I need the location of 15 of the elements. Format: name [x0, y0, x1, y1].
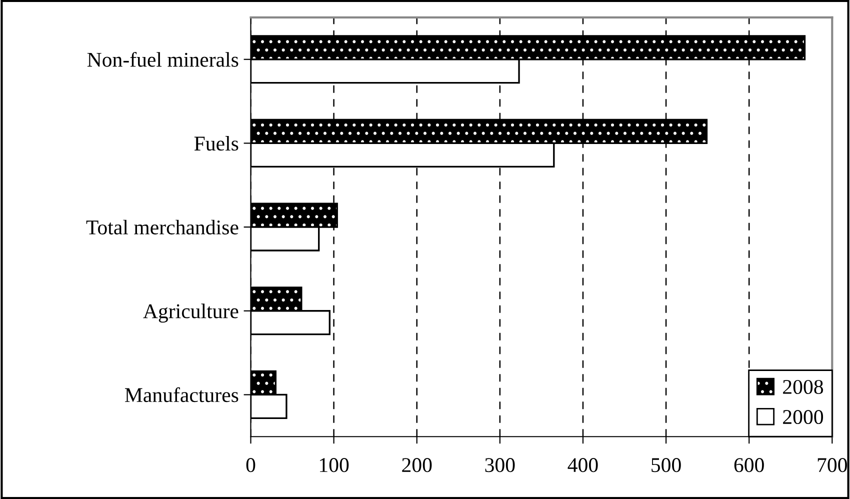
- y-tick-label: Total merchandise: [86, 220, 238, 234]
- x-tick-label: 300: [485, 458, 515, 472]
- x-tick-label: 700: [818, 458, 847, 472]
- y-tick-label: Non-fuel minerals: [87, 52, 238, 67]
- legend-label: 2008: [783, 380, 824, 394]
- x-tick-label: 600: [734, 458, 764, 472]
- y-tick-label: Agriculture: [143, 304, 238, 323]
- x-tick-label: 400: [568, 458, 598, 472]
- x-tick-label: 0: [246, 458, 256, 472]
- x-tick-label: 500: [652, 458, 681, 472]
- x-tick-label: 200: [402, 458, 432, 472]
- x-tick-label: 100: [320, 458, 349, 472]
- y-tick-label: Fuels: [194, 136, 238, 151]
- y-tick-label: Manufactures: [125, 387, 238, 402]
- legend-label: 2000: [783, 410, 824, 424]
